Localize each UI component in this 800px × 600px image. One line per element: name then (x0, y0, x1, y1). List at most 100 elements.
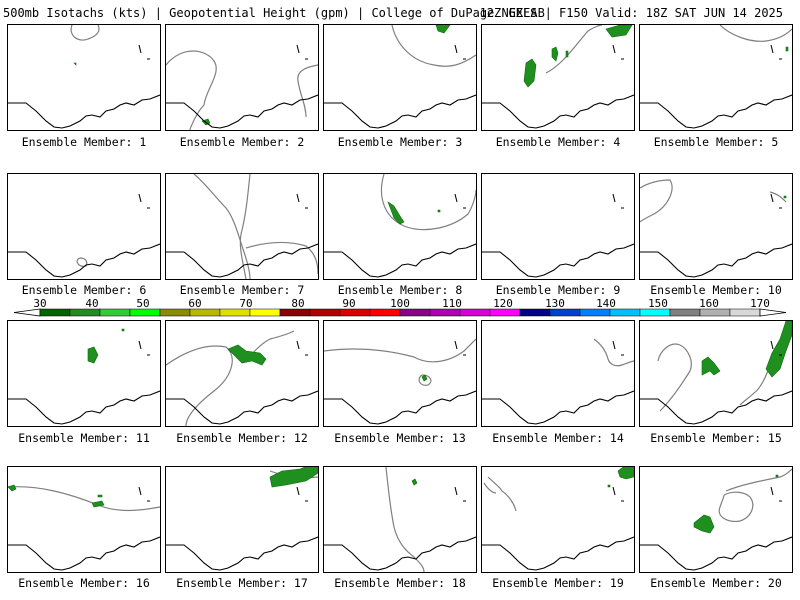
isotach-fill (8, 484, 17, 492)
coastline (324, 536, 476, 571)
isotach-fill (565, 50, 569, 58)
colorbar-swatch (399, 308, 431, 317)
map-header: 500mb Isotachs (kts) | Geopotential Heig… (3, 5, 797, 21)
height-contour (769, 191, 787, 203)
member-label: Ensemble Member: 2 (179, 135, 305, 149)
colorbar-tick-label: 70 (239, 297, 253, 310)
member-label: Ensemble Member: 6 (21, 283, 147, 297)
ensemble-member-panel (323, 173, 477, 280)
coastline (166, 536, 318, 571)
coastline (8, 536, 160, 571)
colorbar-swatch (549, 308, 581, 317)
colorbar-swatch (429, 308, 461, 317)
ensemble-member-panel (481, 173, 635, 280)
isotach-fill (551, 46, 559, 62)
height-contour (380, 174, 476, 231)
member-map (8, 484, 160, 571)
island-outline (770, 193, 774, 203)
ensemble-member-panel (7, 320, 161, 427)
colorbar-swatch (39, 308, 71, 317)
colorbar-swatch (69, 308, 101, 317)
colorbar-swatch (159, 308, 191, 317)
member-map (8, 25, 160, 129)
isotach-fill (121, 328, 125, 332)
ensemble-member-panel (323, 320, 477, 427)
member-label: Ensemble Member: 7 (179, 283, 305, 297)
height-contour (166, 50, 217, 130)
colorbar-swatch (249, 308, 281, 317)
height-contour (725, 468, 792, 492)
colorbar-swatch (369, 308, 401, 317)
member-map (640, 179, 792, 278)
member-label: Ensemble Member: 16 (18, 576, 150, 590)
isotach-fill (435, 25, 451, 34)
height-contour (239, 174, 251, 279)
height-contour (739, 364, 771, 406)
coastline (482, 94, 634, 129)
coastline (482, 243, 634, 278)
colorbar-swatch (99, 308, 131, 317)
ensemble-member-panel (7, 24, 161, 131)
coastline (8, 390, 160, 425)
height-contour (76, 257, 88, 267)
height-contour (545, 25, 603, 74)
colorbar-tick-label: 150 (648, 297, 668, 310)
island-outline (612, 340, 616, 350)
colorbar-tick-label: 170 (750, 297, 770, 310)
colorbar-tick-label: 140 (596, 297, 616, 310)
member-map (482, 25, 634, 129)
colorbar-swatch (219, 308, 251, 317)
ensemble-member-panel (639, 320, 793, 427)
height-contour (166, 345, 233, 426)
height-contour (70, 25, 100, 41)
member-label: Ensemble Member: 4 (495, 135, 621, 149)
colorbar-tick-label: 110 (442, 297, 462, 310)
height-contour (8, 486, 160, 512)
coastline (482, 536, 634, 571)
height-contour (718, 491, 754, 522)
colorbar-tick-label: 50 (136, 297, 150, 310)
colorbar-swatch (729, 308, 761, 317)
height-contour (487, 476, 517, 512)
colorbar-tick-label: 130 (545, 297, 565, 310)
member-map (8, 328, 160, 425)
colorbar-swatch (459, 308, 491, 317)
colorbar-tick-label: 160 (699, 297, 719, 310)
member-label: Ensemble Member: 11 (18, 431, 150, 445)
colorbar-swatch (309, 308, 341, 317)
island-outline (138, 340, 142, 350)
member-map (324, 338, 476, 425)
height-contour (297, 64, 318, 118)
ensemble-member-panel (481, 466, 635, 573)
height-contour (385, 467, 425, 572)
height-contour (245, 241, 318, 275)
coastline (166, 243, 318, 278)
height-contour (391, 25, 476, 67)
member-map (640, 25, 792, 129)
coastline (324, 243, 476, 278)
member-label: Ensemble Member: 9 (495, 283, 621, 297)
isotach-fill (765, 321, 792, 378)
member-label: Ensemble Member: 12 (176, 431, 308, 445)
ensemble-member-panel (165, 466, 319, 573)
height-contour (483, 482, 497, 494)
member-map (482, 467, 634, 571)
isotach-fill (227, 344, 267, 366)
height-contour (593, 338, 634, 367)
ensemble-member-panel (323, 466, 477, 573)
isotach-fill (607, 484, 611, 488)
island-outline (770, 486, 774, 496)
height-contour (418, 374, 432, 386)
island-outline (454, 486, 458, 496)
isotach-fill (421, 374, 428, 382)
colorbar-swatch (609, 308, 641, 317)
colorbar-max-arrow (759, 308, 787, 317)
coastline (640, 390, 792, 425)
isotach-fill (91, 500, 105, 508)
colorbar-swatch (519, 308, 551, 317)
ensemble-member-panel (481, 24, 635, 131)
colorbar-min-arrow (13, 308, 41, 317)
isotach-fill (783, 195, 787, 199)
member-label: Ensemble Member: 1 (21, 135, 147, 149)
member-label: Ensemble Member: 19 (492, 576, 624, 590)
